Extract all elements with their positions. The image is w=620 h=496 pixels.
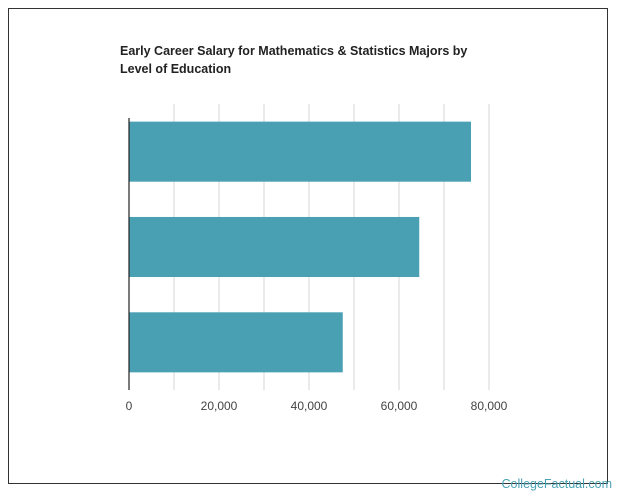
chart-title: Early Career Salary for Mathematics & St… [120, 44, 468, 76]
x-tick-label: 20,000 [201, 399, 238, 413]
bars [129, 121, 471, 373]
x-axis-tick-labels: 0 20,000 40,000 60,000 80,000 [126, 399, 508, 413]
bar-3 [129, 312, 343, 373]
x-tick-label: 80,000 [471, 399, 508, 413]
bar-1 [129, 121, 471, 182]
watermark-link[interactable]: CollegeFactual.com [501, 477, 612, 491]
x-tick-label: 40,000 [291, 399, 328, 413]
x-tick-label: 0 [126, 399, 133, 413]
x-tick-label: 60,000 [381, 399, 418, 413]
bar-2 [129, 216, 420, 278]
